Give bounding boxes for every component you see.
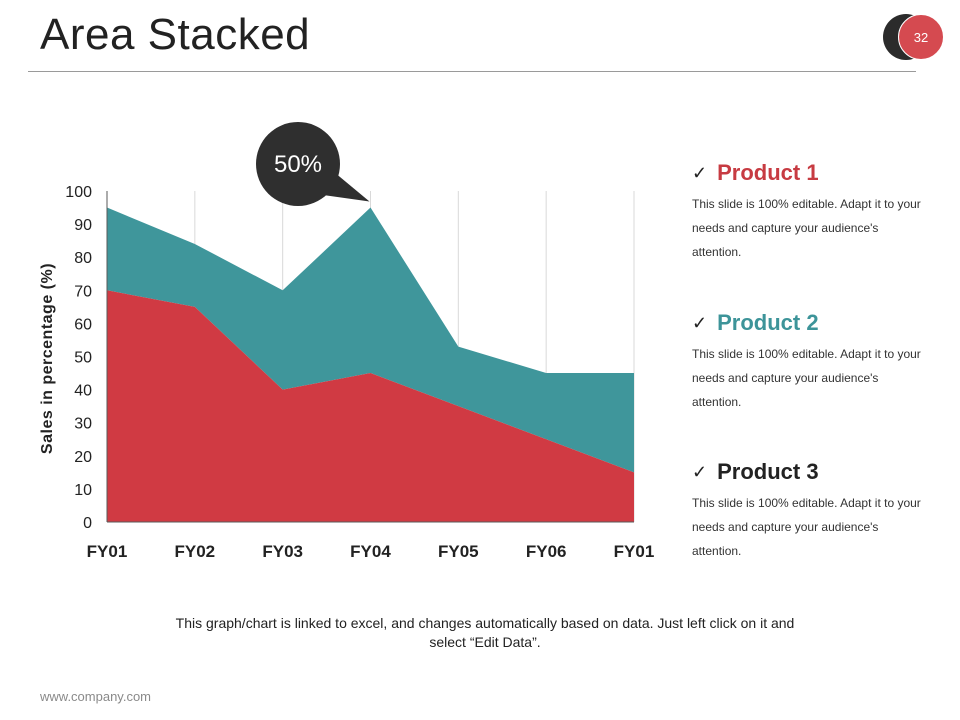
product-name: Product 2 (717, 310, 819, 335)
page-title: Area Stacked (40, 10, 311, 59)
y-tick-label: 0 (83, 515, 92, 532)
y-tick-label: 20 (74, 449, 92, 466)
y-tick-label: 100 (65, 184, 92, 201)
product-name: Product 1 (717, 160, 819, 185)
x-tick-label: FY03 (262, 542, 303, 561)
product-block-3: ✓ Product 3 This slide is 100% editable.… (692, 459, 932, 563)
x-tick-label: FY05 (438, 542, 479, 561)
footer-url[interactable]: www.company.com (40, 689, 152, 704)
x-tick-label: FY06 (526, 542, 567, 561)
y-tick-label: 50 (74, 350, 92, 367)
x-tick-label: FY01 (614, 542, 655, 561)
y-axis-title: Sales in percentage (%) (39, 263, 56, 454)
check-icon: ✓ (692, 461, 708, 482)
product-description: This slide is 100% editable. Adapt it to… (692, 197, 921, 259)
product-block-1: ✓ Product 1 This slide is 100% editable.… (692, 160, 932, 264)
x-tick-label: FY02 (175, 542, 216, 561)
callout-bubble (256, 122, 340, 206)
product-block-2: ✓ Product 2 This slide is 100% editable.… (692, 310, 932, 414)
y-tick-label: 30 (74, 416, 92, 433)
chart-note-line-2: select “Edit Data”. (429, 634, 541, 650)
y-tick-label: 70 (74, 283, 92, 300)
area-series-1 (107, 290, 634, 522)
stacked-area-chart[interactable]: 0 10 20 30 40 50 60 70 80 90 100 FY01 FY02 FY03 FY04 FY… (0, 0, 960, 600)
y-tick-label: 10 (74, 482, 92, 499)
y-tick-label: 40 (74, 383, 92, 400)
x-tick-label: FY04 (350, 542, 391, 561)
title-divider (28, 71, 916, 72)
x-tick-label: FY01 (87, 542, 128, 561)
area-series-2 (107, 207, 634, 473)
check-icon: ✓ (692, 312, 708, 333)
product-description: This slide is 100% editable. Adapt it to… (692, 496, 921, 558)
y-tick-label: 90 (74, 217, 92, 234)
y-tick-label: 80 (74, 250, 92, 267)
chart-note: This graph/chart is linked to excel, and… (120, 614, 850, 652)
y-tick-label: 60 (74, 316, 92, 333)
chart-note-line-1: This graph/chart is linked to excel, and… (175, 615, 795, 631)
product-name: Product 3 (717, 459, 819, 484)
page-number-badge: 32 (898, 14, 944, 60)
callout-label: 50% (274, 151, 322, 178)
product-description: This slide is 100% editable. Adapt it to… (692, 347, 921, 409)
check-icon: ✓ (692, 162, 708, 183)
